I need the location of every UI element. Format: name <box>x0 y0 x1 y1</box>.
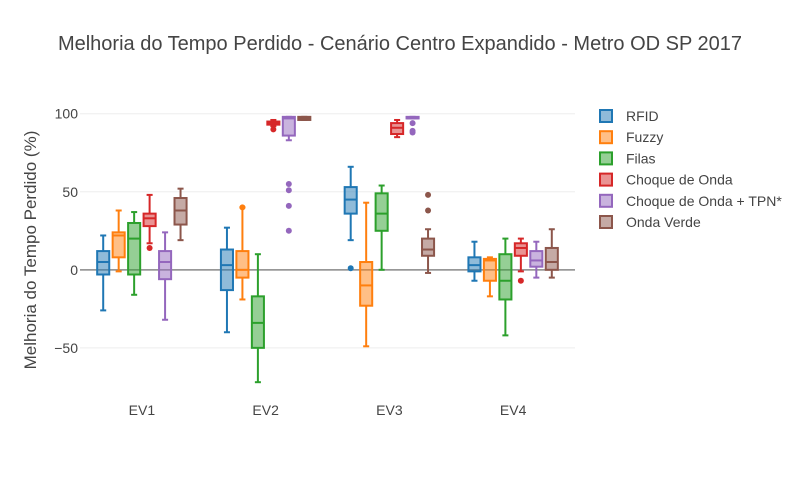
legend-label: Filas <box>626 150 656 166</box>
box[interactable] <box>343 165 358 272</box>
outlier-point <box>409 120 416 127</box>
outlier-point <box>285 227 292 234</box>
box[interactable] <box>111 209 126 273</box>
box-body <box>374 192 389 232</box>
legend-item[interactable]: Fuzzy <box>599 129 663 145</box>
box[interactable] <box>513 237 528 284</box>
box[interactable] <box>297 115 312 121</box>
box-body <box>219 248 234 292</box>
legend[interactable]: RFID Fuzzy Filas Choque de Onda Choque de On… <box>599 108 782 230</box>
y-axis-title: Melhoria do Tempo Perdido (%) <box>21 131 40 370</box>
outlier-point <box>285 202 292 209</box>
series-boxes <box>173 115 559 279</box>
box[interactable] <box>235 204 250 301</box>
legend-label: Fuzzy <box>626 129 663 145</box>
legend-item[interactable]: Onda Verde <box>599 214 701 230</box>
box-body <box>142 212 157 228</box>
box[interactable] <box>96 234 111 312</box>
box[interactable] <box>390 118 405 139</box>
legend-label: RFID <box>626 108 659 124</box>
box-body <box>544 246 559 271</box>
x-tick-label: EV1 <box>129 402 156 418</box>
x-tick-label: EV2 <box>252 402 279 418</box>
box-body <box>529 250 544 268</box>
y-tick-label: 50 <box>62 184 78 200</box>
box[interactable] <box>467 240 482 282</box>
legend-label: Choque de Onda <box>626 172 733 188</box>
outlier-point <box>285 187 292 194</box>
legend-swatch <box>599 193 613 208</box>
chart-title: Melhoria do Tempo Perdido - Cenário Cent… <box>58 33 742 55</box>
box-body <box>158 250 173 281</box>
legend-swatch <box>599 172 613 187</box>
legend-label: Choque de Onda + TPN* <box>626 193 782 209</box>
box-body <box>235 250 250 279</box>
box-body <box>498 253 513 301</box>
y-tick-label: 100 <box>55 106 79 122</box>
outlier-point <box>517 277 524 284</box>
outlier-point <box>285 180 292 187</box>
box-body <box>421 237 436 257</box>
box[interactable] <box>219 226 234 334</box>
y-axis-ticks: −50 0 50 100 <box>54 106 78 356</box>
box[interactable] <box>421 191 436 274</box>
box[interactable] <box>529 240 544 279</box>
box[interactable] <box>374 184 389 271</box>
box-body <box>281 115 296 137</box>
series-boxes <box>142 118 528 284</box>
box[interactable] <box>544 228 559 279</box>
legend-item[interactable]: RFID <box>599 108 659 124</box>
series-boxes <box>127 184 513 384</box>
outlier-point <box>347 265 354 272</box>
outlier-point <box>146 244 153 251</box>
box-body <box>111 231 126 259</box>
box-series <box>96 115 559 384</box>
outlier-point <box>425 207 432 214</box>
box-body <box>359 261 374 307</box>
box[interactable] <box>482 256 497 298</box>
box[interactable] <box>173 187 188 242</box>
box[interactable] <box>142 193 157 251</box>
legend-swatch <box>599 109 613 123</box>
box-body <box>127 221 142 276</box>
legend-label: Onda Verde <box>626 214 701 230</box>
box-body <box>482 257 497 282</box>
y-tick-label: 0 <box>70 262 78 278</box>
outlier-point <box>409 127 416 134</box>
y-tick-label: −50 <box>54 340 78 356</box>
legend-item[interactable]: Filas <box>599 150 656 166</box>
box[interactable] <box>281 115 296 234</box>
outlier-point <box>270 126 277 133</box>
outlier-point <box>425 191 432 198</box>
series-boxes <box>158 115 544 321</box>
box[interactable] <box>266 118 281 133</box>
grid-lines <box>80 113 575 349</box>
legend-swatch <box>599 215 613 229</box>
box[interactable] <box>498 237 513 337</box>
box[interactable] <box>127 211 142 296</box>
legend-swatch <box>599 130 613 145</box>
box[interactable] <box>405 115 420 136</box>
box-body <box>513 242 528 257</box>
box[interactable] <box>250 253 265 384</box>
x-axis-ticks: EV1 EV2 EV3 EV4 <box>129 402 527 418</box>
legend-item[interactable]: Choque de Onda <box>599 172 733 188</box>
legend-swatch <box>599 151 613 166</box>
legend-item[interactable]: Choque de Onda + TPN* <box>599 193 782 209</box>
series-boxes <box>111 201 497 348</box>
x-tick-label: EV3 <box>376 402 403 418</box>
x-tick-label: EV4 <box>500 402 527 418</box>
box[interactable] <box>158 231 173 321</box>
outlier-point <box>239 204 246 211</box>
series-boxes <box>96 165 482 334</box>
box[interactable] <box>359 201 374 348</box>
